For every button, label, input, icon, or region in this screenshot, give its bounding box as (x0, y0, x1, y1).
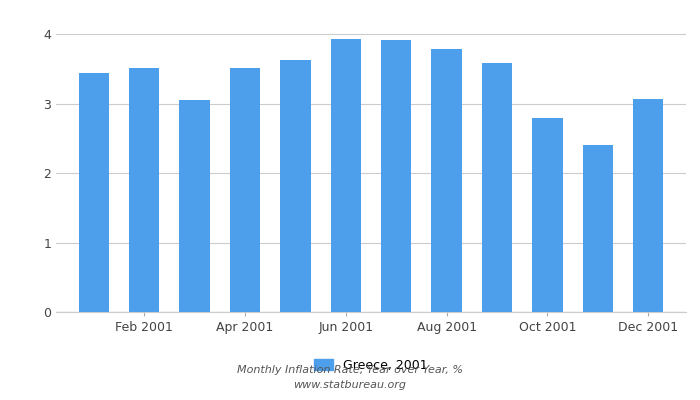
Bar (330, 39, 361, 312)
Bar (230, 68, 260, 312)
Bar (381, 40, 412, 312)
Text: Monthly Inflation Rate, Year over Year, %: Monthly Inflation Rate, Year over Year, … (237, 365, 463, 375)
Bar (482, 63, 512, 312)
Bar (280, 60, 311, 312)
Legend: Greece, 2001: Greece, 2001 (314, 358, 428, 372)
Bar (179, 100, 210, 312)
Bar (532, 118, 563, 312)
Bar (129, 68, 160, 312)
Bar (431, 49, 462, 312)
Text: www.statbureau.org: www.statbureau.org (293, 380, 407, 390)
Bar (582, 146, 613, 312)
Bar (78, 73, 109, 312)
Bar (633, 99, 664, 312)
